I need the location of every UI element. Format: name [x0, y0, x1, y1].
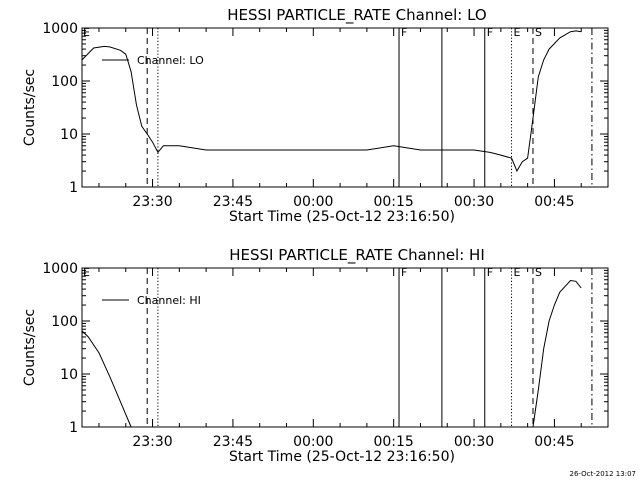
y-axis-label: Counts/sec	[22, 69, 38, 146]
x-tick-label: 00:00	[293, 434, 333, 450]
y-axis-label: Counts/sec	[22, 309, 38, 386]
x-tick-label: 00:15	[373, 194, 413, 210]
y-tick-label: 100	[51, 314, 78, 330]
event-marker-label: F	[487, 266, 493, 279]
chart-title: HESSI PARTICLE_RATE Channel: HI	[229, 246, 485, 265]
x-tick-label: 00:00	[293, 194, 333, 210]
corner-label: E	[83, 266, 90, 279]
series-line	[81, 328, 132, 428]
series-line	[81, 30, 582, 173]
x-tick-label: 23:45	[213, 194, 253, 210]
event-marker-label: F	[487, 26, 493, 39]
series-line	[532, 279, 582, 428]
x-tick-label: 23:45	[213, 434, 253, 450]
event-marker-label: F	[401, 266, 407, 279]
y-tick-label: 10	[60, 127, 78, 143]
x-tick-label: 00:30	[454, 434, 494, 450]
y-tick-label: 1	[69, 420, 78, 436]
event-marker-label: E	[514, 266, 521, 279]
corner-label: E	[83, 26, 90, 39]
chart-title: HESSI PARTICLE_RATE Channel: LO	[227, 6, 486, 25]
x-tick-label: 00:30	[454, 194, 494, 210]
event-marker-label: S	[535, 26, 542, 39]
y-tick-label: 1000	[42, 261, 78, 277]
event-marker-label: E	[514, 26, 521, 39]
x-tick-label: 23:30	[132, 194, 172, 210]
x-tick-label: 00:45	[534, 194, 574, 210]
x-tick-label: 00:15	[373, 434, 413, 450]
event-marker-label: S	[535, 266, 542, 279]
x-axis-label: Start Time (25-Oct-12 23:16:50)	[229, 449, 455, 465]
y-tick-label: 1	[69, 180, 78, 196]
y-tick-label: 10	[60, 367, 78, 383]
legend-label: Channel: HI	[137, 294, 201, 307]
plot-frame	[81, 267, 609, 428]
y-tick-label: 100	[51, 74, 78, 90]
y-tick-label: 1000	[42, 21, 78, 37]
legend-label: Channel: LO	[137, 54, 204, 67]
x-tick-label: 23:30	[132, 434, 172, 450]
x-tick-label: 00:45	[534, 434, 574, 450]
plot-timestamp: 26-Oct-2012 13:07	[569, 470, 636, 478]
plot-frame	[81, 27, 609, 188]
event-marker-label: F	[401, 26, 407, 39]
x-axis-label: Start Time (25-Oct-12 23:16:50)	[229, 209, 455, 225]
